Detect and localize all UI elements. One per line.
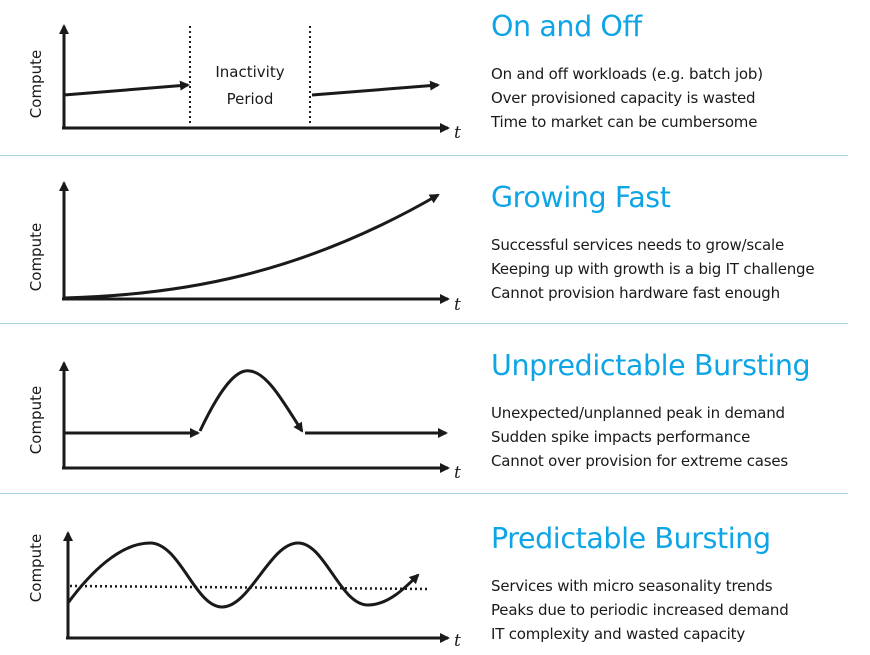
- on-and-off-text: On and Off On and off workloads (e.g. ba…: [491, 10, 863, 134]
- workload-line-after: [311, 80, 440, 97]
- seasonal-demand-curve: [66, 541, 420, 609]
- unpredictable-bursting-chart: Compute t: [0, 323, 470, 493]
- bullet-item: Peaks due to periodic increased demand: [491, 601, 789, 619]
- inactivity-label-line2: Period: [227, 90, 274, 108]
- growing-fast-title: Growing Fast: [491, 181, 671, 214]
- on-and-off-chart-svg: Compute t Inactivity Period: [27, 24, 461, 143]
- bullet-item: Keeping up with growth is a big IT chall…: [491, 260, 815, 278]
- x-axis-label: t: [454, 295, 461, 315]
- on-and-off-bullets: On and off workloads (e.g. batch job) Ov…: [491, 62, 863, 134]
- demand-spike-curve: [198, 369, 304, 433]
- x-axis-label: t: [454, 631, 461, 651]
- bullet-item: Unexpected/unplanned peak in demand: [491, 404, 785, 422]
- bullet-item: Successful services needs to grow/scale: [491, 236, 785, 254]
- inactivity-label-line1: Inactivity: [215, 63, 284, 81]
- bullet-item: On and off workloads (e.g. batch job): [491, 65, 763, 83]
- predictable-bursting-title: Predictable Bursting: [491, 522, 771, 555]
- predictable-bursting-bullets: Services with micro seasonality trends P…: [491, 574, 863, 646]
- bullet-item: Cannot provision hardware fast enough: [491, 284, 780, 302]
- bullet-item: IT complexity and wasted capacity: [491, 625, 746, 643]
- on-and-off-chart: Compute t Inactivity Period: [0, 0, 470, 155]
- bullet-item: Time to market can be cumbersome: [491, 113, 758, 131]
- predictable-bursting-chart-svg: Compute t: [27, 531, 461, 651]
- predictable-bursting-text: Predictable Bursting Services with micro…: [491, 522, 863, 646]
- section-divider: [0, 323, 848, 324]
- y-axis-label: Compute: [27, 50, 45, 118]
- growing-fast-bullets: Successful services needs to grow/scale …: [491, 233, 863, 305]
- unpredictable-bursting-text: Unpredictable Bursting Unexpected/unplan…: [491, 349, 863, 473]
- section-divider: [0, 155, 848, 156]
- y-axis-label: Compute: [27, 534, 45, 602]
- y-axis-label: Compute: [27, 223, 45, 291]
- unpredictable-bursting-bullets: Unexpected/unplanned peak in demand Sudd…: [491, 401, 863, 473]
- growing-fast-chart: Compute t: [0, 155, 470, 323]
- bullet-item: Over provisioned capacity is wasted: [491, 89, 756, 107]
- predictable-bursting-chart: Compute t: [0, 493, 470, 655]
- growing-fast-text: Growing Fast Successful services needs t…: [491, 181, 863, 305]
- growing-fast-chart-svg: Compute t: [27, 181, 461, 315]
- section-divider: [0, 493, 848, 494]
- on-and-off-title: On and Off: [491, 10, 642, 43]
- bullet-item: Sudden spike impacts performance: [491, 428, 751, 446]
- x-axis-label: t: [454, 123, 461, 143]
- y-axis-label: Compute: [27, 386, 45, 454]
- bullet-item: Cannot over provision for extreme cases: [491, 452, 789, 470]
- unpredictable-bursting-title: Unpredictable Bursting: [491, 349, 811, 382]
- unpredictable-bursting-chart-svg: Compute t: [27, 361, 461, 483]
- bullet-item: Services with micro seasonality trends: [491, 577, 773, 595]
- growth-curve: [63, 193, 440, 300]
- x-axis-label: t: [454, 463, 461, 483]
- workload-line-before: [63, 80, 190, 97]
